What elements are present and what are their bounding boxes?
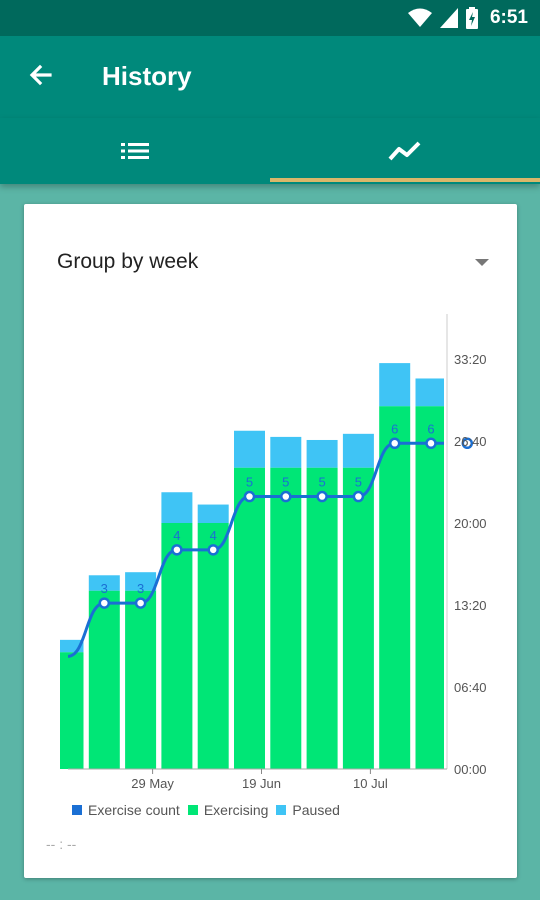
tab-indicator <box>270 178 540 182</box>
group-by-value: Group by week <box>57 250 199 273</box>
arrow-back-icon <box>29 64 52 86</box>
bar-paused <box>342 433 374 468</box>
point-exercise-count <box>280 490 292 503</box>
point-exercise-count <box>316 490 328 503</box>
legend-item-paused: Paused <box>276 802 340 818</box>
tab-bar <box>0 118 540 184</box>
point-exercise-count <box>98 597 111 609</box>
bar-paused <box>306 439 338 468</box>
wifi-icon <box>407 8 432 27</box>
data-label-exercise-count: 4 <box>173 528 180 543</box>
data-label-exercise-count: 3 <box>101 581 108 596</box>
bar-exercising <box>342 467 374 769</box>
legend-swatch-paused <box>276 805 287 815</box>
bar-paused <box>234 430 265 468</box>
bar-exercising <box>452 406 483 769</box>
list-icon <box>121 143 149 159</box>
bar-exercising <box>125 590 157 769</box>
app-bar: History <box>0 36 540 118</box>
point-exercise-count <box>352 490 365 503</box>
data-label-exercise-count: 5 <box>355 475 362 490</box>
dropdown-arrow-icon <box>475 259 489 266</box>
y-tick-label: 26:40 <box>454 434 487 449</box>
bar-paused <box>415 378 444 407</box>
bar-exercising <box>197 523 229 769</box>
x-tick-label: 19 Jun <box>242 776 281 791</box>
bar-paused <box>88 575 120 591</box>
data-label-exercise-count: 6 <box>391 421 398 436</box>
legend-label-paused: Paused <box>292 802 340 818</box>
point-exercise-count <box>461 437 474 450</box>
point-exercise-count <box>388 437 401 450</box>
summary-text: -- : -- <box>46 836 77 852</box>
bar-exercising <box>270 467 302 769</box>
y-tick-label: 00:00 <box>454 762 487 777</box>
x-tick-label: 10 Jul <box>353 776 388 791</box>
legend-swatch-exercising <box>187 805 198 815</box>
bar-exercising <box>88 590 120 769</box>
bar-paused <box>197 504 229 523</box>
y-tick-label: 13:20 <box>454 598 487 613</box>
legend-label-exercising: Exercising <box>203 802 269 818</box>
bar-paused <box>161 492 193 523</box>
point-exercise-count <box>425 437 437 450</box>
bar-exercising <box>415 406 444 769</box>
battery-charging-icon <box>465 7 478 29</box>
data-label-exercise-count: 5 <box>282 475 289 490</box>
point-exercise-count <box>134 597 147 609</box>
y-tick-label: 33:20 <box>454 352 487 367</box>
point-exercise-count <box>243 490 256 503</box>
history-chart: 3 3 4 4 5 5 5 5 6 6 00:00 06:40 13:20 20:00 26:40 33:20… <box>60 314 487 791</box>
y-tick-label: 06:40 <box>454 680 487 695</box>
group-by-dropdown[interactable]: Group by week <box>57 242 489 282</box>
legend-label-exercise-count: Exercise count <box>88 802 180 818</box>
data-label-exercise-count: 3 <box>137 581 144 596</box>
chart-legend: Exercise count Exercising Paused <box>72 802 348 818</box>
cell-signal-icon <box>439 8 458 28</box>
data-label-exercise-count: 6 <box>427 421 434 436</box>
tab-list[interactable] <box>0 118 270 184</box>
back-button[interactable] <box>22 58 58 94</box>
bar-exercising <box>161 523 193 769</box>
bar-paused <box>125 572 157 591</box>
legend-item-exercising: Exercising <box>187 802 269 818</box>
data-label-exercise-count: 5 <box>246 475 253 490</box>
bar-paused <box>270 436 302 468</box>
status-time: 6:51 <box>489 7 528 28</box>
tab-chart[interactable] <box>270 118 540 184</box>
history-chart-card: Group by week 3 3 4 4 5 5 5 5 6 6 00:00 06:40 13:20 2… <box>24 204 517 878</box>
y-tick-label: 20:00 <box>454 516 487 531</box>
bar-exercising <box>306 467 338 769</box>
legend-swatch-exercise-count <box>72 805 82 815</box>
bar-exercising <box>234 467 265 769</box>
point-exercise-count <box>171 544 183 556</box>
bar-exercising <box>60 652 84 769</box>
bar-paused <box>379 363 411 407</box>
bar-paused <box>452 369 483 406</box>
trend-line-icon <box>388 141 421 161</box>
point-exercise-count <box>207 544 219 556</box>
legend-item-exercise-count: Exercise count <box>72 802 180 818</box>
page-title: History <box>102 61 192 91</box>
x-tick-label: 29 May <box>131 776 174 791</box>
status-bar: 6:51 <box>0 0 540 36</box>
bar-exercising <box>379 406 411 769</box>
data-label-exercise-count: 5 <box>318 475 325 490</box>
data-label-exercise-count: 4 <box>210 528 217 543</box>
